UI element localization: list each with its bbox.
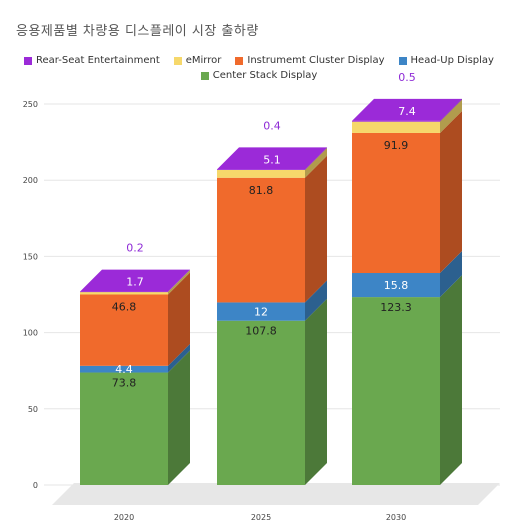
bar-segment-center-stack-display [352,297,440,485]
bar-top-rear-seat-entertainment [80,269,190,292]
bar-segment-emirror [217,169,305,178]
bar-segment-head-up-display [352,273,440,298]
bar-side-rear-seat-entertainment [168,269,190,292]
legend-item-head-up-display: Head-Up Display [398,55,494,66]
bar-segment-center-stack-display [80,372,168,485]
legend-label: Head-Up Display [410,55,494,66]
bar-segment-instrumemt-cluster-display [352,132,440,274]
legend-row: Rear-Seat Entertainment eMirror Instrumemt… [0,55,518,66]
data-label-emirror: 5.1 [263,153,281,166]
y-tick-label: 100 [23,329,38,338]
data-label-rear-seat-entertainment: 0.4 [263,119,281,132]
data-label-emirror: 7.4 [398,105,416,118]
bar-segment-emirror [352,121,440,133]
legend-swatch [200,71,209,80]
bar-side-center-stack-display [168,350,190,485]
data-label-instrumemt-cluster-display: 46.8 [112,301,137,314]
x-tick-label: 2020 [114,513,134,522]
bar-side-instrumemt-cluster-display [168,272,190,366]
y-tick-label: 150 [23,252,38,261]
data-label-head-up-display: 4.4 [115,363,133,376]
legend-label: Center Stack Display [212,70,318,81]
bar-segment-head-up-display [80,365,168,373]
y-tick-label: 50 [28,405,38,414]
bar-top-rear-seat-entertainment [352,98,462,121]
data-label-head-up-display: 12 [254,306,268,319]
y-tick-label: 0 [33,481,38,490]
legend-item-rear-seat-entertainment: Rear-Seat Entertainment [24,55,160,66]
chart-title: 응용제품별 차량용 디스플레이 시장 출하량 [16,24,259,39]
bar-side-head-up-display [168,343,190,373]
data-label-center-stack-display: 107.8 [245,325,277,338]
legend-label: Instrumemt Cluster Display [247,55,385,66]
data-label-rear-seat-entertainment: 0.2 [126,242,144,255]
data-label-emirror: 1.7 [126,276,144,289]
data-label-instrumemt-cluster-display: 91.9 [384,139,409,152]
bar-top-rear-seat-entertainment [217,147,327,170]
bar-side-rear-seat-entertainment [440,98,462,122]
data-label-center-stack-display: 123.3 [380,301,412,314]
x-tick-label: 2030 [386,513,406,522]
bar-side-emirror [305,147,327,178]
bar-segment-rear-seat-entertainment [80,291,168,293]
bar-side-center-stack-display [305,298,327,485]
bar-segment-rear-seat-entertainment [352,120,440,122]
bar-side-head-up-display [305,280,327,321]
legend-swatch [24,56,32,65]
data-label-center-stack-display: 73.8 [112,377,137,390]
bar-segment-head-up-display [217,302,305,321]
data-label-head-up-display: 15.8 [384,279,409,292]
legend: Rear-Seat Entertainment eMirror Instrumemt… [0,55,518,85]
legend-swatch [173,56,182,65]
bar-segment-instrumemt-cluster-display [80,294,168,366]
bar-side-center-stack-display [440,275,462,485]
legend-swatch [235,56,244,65]
bar-segment-center-stack-display [217,320,305,485]
legend-row: Center Stack Display [0,70,518,81]
bar-side-rear-seat-entertainment [305,147,327,170]
legend-swatch [398,56,407,65]
bar-segment-emirror [80,291,168,295]
bar-segment-instrumemt-cluster-display [217,177,305,303]
bar-side-emirror [168,269,190,295]
data-label-instrumemt-cluster-display: 81.8 [249,184,274,197]
data-label-rear-seat-entertainment: 0.5 [398,71,416,84]
legend-item-center-stack-display: Center Stack Display [200,70,318,81]
legend-label: eMirror [185,55,222,66]
bar-side-instrumemt-cluster-display [440,110,462,274]
bar-segment-rear-seat-entertainment [217,169,305,170]
bar-side-head-up-display [440,251,462,298]
bar-side-instrumemt-cluster-display [305,155,327,303]
legend-item-instrumemt-cluster-display: Instrumemt Cluster Display [235,55,385,66]
y-tick-label: 250 [23,100,38,109]
bar-side-emirror [440,99,462,133]
y-tick-label: 200 [23,176,38,185]
legend-item-emirror: eMirror [173,55,222,66]
x-tick-label: 2025 [251,513,271,522]
legend-label: Rear-Seat Entertainment [36,55,160,66]
chart-floor [52,483,500,505]
